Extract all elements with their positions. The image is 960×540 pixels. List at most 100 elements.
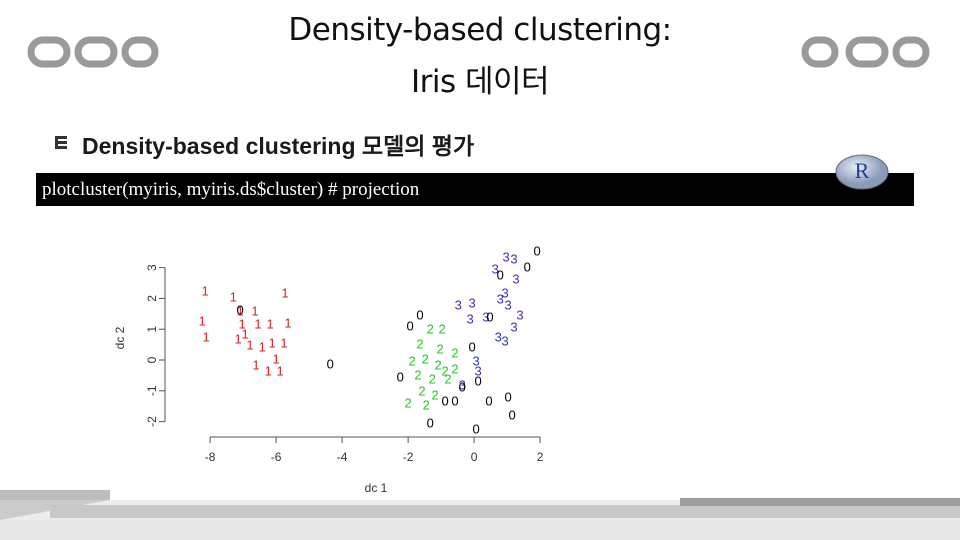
x-tick-label: -8 bbox=[205, 450, 216, 464]
point: 2 bbox=[441, 363, 448, 378]
point: 3 bbox=[510, 319, 517, 334]
point: 3 bbox=[495, 330, 502, 345]
point: 2 bbox=[408, 353, 415, 368]
point: 3 bbox=[502, 334, 509, 349]
point: 1 bbox=[246, 338, 253, 353]
point: 1 bbox=[272, 351, 279, 366]
point: 0 bbox=[534, 243, 541, 258]
title-line: Iris 데이터 bbox=[410, 64, 550, 100]
point: 2 bbox=[416, 336, 423, 351]
bullet-icon bbox=[55, 136, 67, 149]
point: 1 bbox=[276, 363, 283, 378]
point: 3 bbox=[469, 295, 476, 310]
y-tick-label: 1 bbox=[145, 326, 159, 333]
point: 3 bbox=[455, 298, 462, 313]
point: 1 bbox=[230, 290, 237, 305]
point: 2 bbox=[422, 351, 429, 366]
point: 0 bbox=[397, 369, 404, 384]
point: 0 bbox=[237, 302, 244, 317]
point: 3 bbox=[482, 310, 489, 325]
point: 2 bbox=[423, 397, 430, 412]
point: 2 bbox=[438, 322, 445, 337]
point: 1 bbox=[284, 315, 291, 330]
ovals-right bbox=[801, 36, 930, 68]
point: 1 bbox=[254, 316, 261, 331]
point: 0 bbox=[485, 393, 492, 408]
point: 0 bbox=[459, 379, 466, 394]
point: 0 bbox=[524, 259, 531, 274]
point: 2 bbox=[451, 346, 458, 361]
point: 0 bbox=[451, 393, 458, 408]
point: 2 bbox=[451, 361, 458, 376]
point: 2 bbox=[418, 383, 425, 398]
point: 3 bbox=[467, 311, 474, 326]
point: 1 bbox=[235, 331, 242, 346]
point: 0 bbox=[416, 307, 423, 322]
point: 3 bbox=[504, 298, 511, 313]
point: 0 bbox=[508, 407, 515, 422]
x-tick-label: 0 bbox=[471, 450, 478, 464]
x-tick-label: -2 bbox=[403, 450, 414, 464]
point: 3 bbox=[497, 291, 504, 306]
point: 1 bbox=[237, 303, 244, 318]
code-bar: plotcluster(myiris, myiris.ds$cluster) #… bbox=[36, 173, 914, 206]
point: 0 bbox=[469, 339, 476, 354]
point: 2 bbox=[404, 395, 411, 410]
bottom-stripes bbox=[0, 490, 960, 540]
y-tick-label: -1 bbox=[145, 385, 159, 396]
point: 0 bbox=[427, 416, 434, 431]
y-tick-label: 2 bbox=[145, 295, 159, 302]
logo: R bbox=[855, 158, 870, 183]
point: 2 bbox=[437, 342, 444, 357]
point: 1 bbox=[241, 327, 248, 342]
point: 0 bbox=[327, 356, 334, 371]
point: 0 bbox=[472, 421, 479, 436]
x-tick-label: -6 bbox=[271, 450, 282, 464]
point: 1 bbox=[281, 286, 288, 301]
point: 1 bbox=[252, 357, 259, 372]
point: 2 bbox=[435, 357, 442, 372]
point: 1 bbox=[202, 283, 209, 298]
point: 2 bbox=[444, 371, 451, 386]
point: 0 bbox=[474, 373, 481, 388]
point: 2 bbox=[414, 367, 421, 382]
point: 1 bbox=[251, 303, 258, 318]
point: 3 bbox=[474, 363, 481, 378]
x-tick-label: -4 bbox=[337, 450, 348, 464]
point: 3 bbox=[516, 307, 523, 322]
point: 0 bbox=[441, 393, 448, 408]
point: 0 bbox=[497, 267, 504, 282]
point: 1 bbox=[259, 339, 266, 354]
point: 3 bbox=[512, 271, 519, 286]
ovals-left bbox=[27, 36, 159, 68]
point: 1 bbox=[199, 314, 206, 329]
title-line: Density-based clustering: bbox=[288, 12, 672, 48]
point: 3 bbox=[503, 250, 510, 265]
y-tick-label: 0 bbox=[145, 356, 159, 363]
point: 0 bbox=[504, 389, 511, 404]
logo-ring bbox=[835, 154, 889, 190]
point: 3 bbox=[459, 377, 466, 392]
point: 1 bbox=[239, 316, 246, 331]
point: 0 bbox=[486, 310, 493, 325]
point: 3 bbox=[472, 353, 479, 368]
point: 1 bbox=[267, 316, 274, 331]
point: 0 bbox=[406, 319, 413, 334]
x-tick-label: 2 bbox=[537, 450, 544, 464]
point: 1 bbox=[203, 330, 210, 345]
x-axis-label: dc 1 bbox=[365, 481, 388, 495]
point: 3 bbox=[492, 262, 499, 277]
point: 3 bbox=[510, 251, 517, 266]
y-tick-label: -2 bbox=[145, 416, 159, 427]
y-axis-label: dc 2 bbox=[113, 326, 127, 349]
y-tick-label: 3 bbox=[145, 264, 159, 271]
bullet-text: Density-based clustering 모델의 평가 bbox=[82, 133, 475, 159]
point: 1 bbox=[265, 363, 272, 378]
point: 2 bbox=[427, 322, 434, 337]
point: 2 bbox=[429, 371, 436, 386]
point: 2 bbox=[432, 387, 439, 402]
point: 1 bbox=[269, 335, 276, 350]
